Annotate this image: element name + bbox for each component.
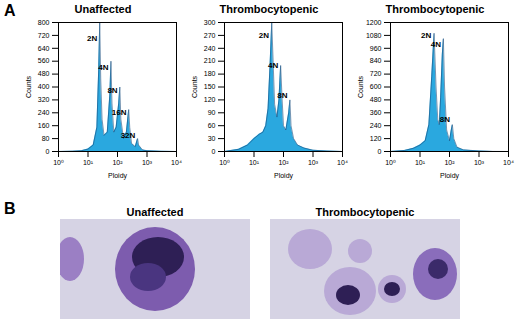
svg-text:10³: 10³ (142, 159, 153, 166)
svg-text:480: 480 (370, 96, 382, 103)
svg-text:4N: 4N (98, 63, 108, 72)
svg-text:0: 0 (46, 148, 50, 155)
svg-text:10⁰: 10⁰ (219, 159, 230, 166)
svg-text:Ploidy: Ploidy (274, 172, 294, 180)
svg-text:2N: 2N (87, 34, 97, 43)
svg-text:120: 120 (204, 96, 216, 103)
svg-text:Counts: Counts (191, 75, 198, 98)
svg-text:10¹: 10¹ (415, 159, 426, 166)
html-text:Thrombocytopenic: Thrombocytopenic (385, 3, 485, 15)
svg-text:160: 160 (38, 122, 50, 129)
svg-text:2N: 2N (421, 31, 432, 40)
svg-text:10²: 10² (444, 159, 455, 166)
svg-text:10⁰: 10⁰ (385, 159, 396, 166)
svg-text:240: 240 (370, 122, 382, 129)
svg-text:270: 270 (204, 32, 216, 39)
svg-text:400: 400 (38, 83, 50, 90)
svg-text:560: 560 (38, 57, 50, 64)
svg-text:10⁴: 10⁴ (337, 159, 348, 166)
svg-text:4N: 4N (431, 40, 441, 49)
svg-text:80: 80 (42, 135, 50, 142)
svg-text:8N: 8N (440, 115, 450, 124)
svg-text:Counts: Counts (357, 75, 364, 98)
svg-text:640: 640 (38, 45, 50, 52)
svg-text:Ploidy: Ploidy (440, 172, 460, 180)
html-text:Thrombocytopenic: Thrombocytopenic (219, 3, 319, 15)
svg-text:840: 840 (370, 57, 382, 64)
svg-text:0: 0 (212, 148, 216, 155)
svg-text:320: 320 (38, 96, 50, 103)
html-text:Unaffected: Unaffected (126, 206, 184, 218)
svg-text:10¹: 10¹ (83, 159, 94, 166)
svg-text:10²: 10² (112, 159, 123, 166)
svg-text:600: 600 (370, 83, 382, 90)
svg-text:Ploidy: Ploidy (108, 172, 128, 180)
svg-text:960: 960 (370, 45, 382, 52)
svg-text:Counts: Counts (25, 75, 32, 98)
svg-text:90: 90 (208, 109, 216, 116)
svg-text:10⁴: 10⁴ (171, 159, 182, 166)
svg-text:720: 720 (38, 32, 50, 39)
svg-text:300: 300 (204, 19, 216, 26)
svg-text:60: 60 (208, 122, 216, 129)
svg-text:210: 210 (204, 57, 216, 64)
svg-text:240: 240 (204, 45, 216, 52)
svg-text:360: 360 (370, 109, 382, 116)
svg-text:240: 240 (38, 109, 50, 116)
svg-text:30: 30 (208, 135, 216, 142)
svg-text:1200: 1200 (366, 19, 382, 26)
svg-text:10⁴: 10⁴ (503, 159, 514, 166)
svg-text:480: 480 (38, 70, 50, 77)
svg-text:2N: 2N (259, 31, 269, 40)
svg-text:10⁰: 10⁰ (53, 159, 64, 166)
svg-text:1080: 1080 (366, 32, 382, 39)
svg-text:10²: 10² (278, 159, 289, 166)
svg-text:10³: 10³ (474, 159, 485, 166)
svg-text:180: 180 (204, 70, 216, 77)
svg-text:10³: 10³ (308, 159, 319, 166)
html-text:B: B (4, 200, 16, 217)
html-text:A: A (4, 2, 16, 19)
svg-text:120: 120 (370, 135, 382, 142)
html-text:Unaffected: Unaffected (74, 3, 132, 15)
svg-text:10¹: 10¹ (249, 159, 260, 166)
svg-text:4N: 4N (268, 61, 278, 70)
html-text:Thrombocytopenic: Thrombocytopenic (315, 206, 415, 218)
svg-text:32N: 32N (121, 131, 136, 140)
svg-text:8N: 8N (277, 91, 287, 100)
svg-text:0: 0 (378, 148, 382, 155)
svg-text:720: 720 (370, 70, 382, 77)
svg-text:800: 800 (38, 19, 50, 26)
svg-text:16N: 16N (112, 108, 127, 117)
svg-text:150: 150 (204, 83, 216, 90)
svg-text:8N: 8N (107, 86, 117, 95)
